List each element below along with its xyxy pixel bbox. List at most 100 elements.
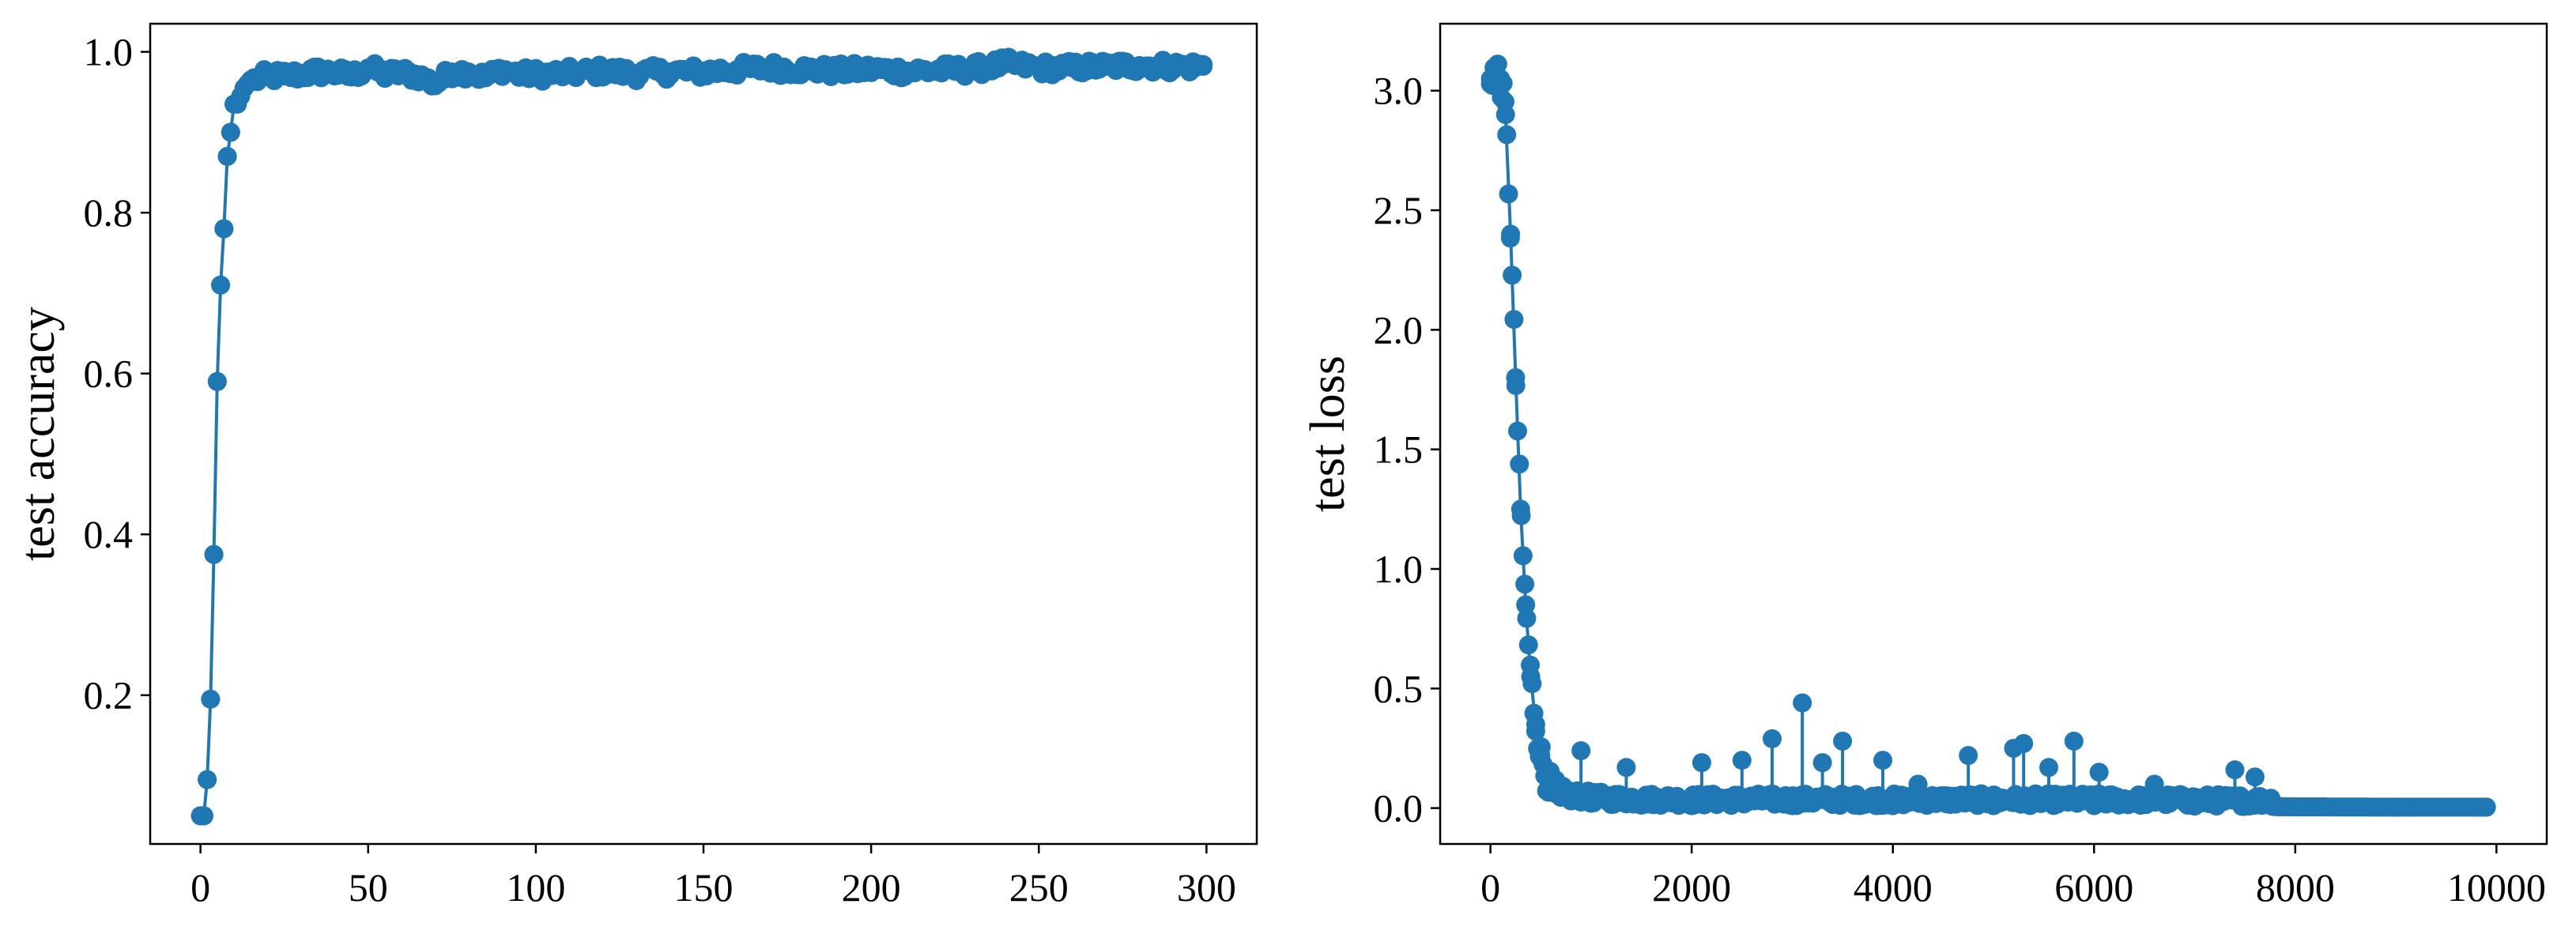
x-tick-label: 150 xyxy=(674,865,734,910)
series-marker xyxy=(794,60,814,80)
y-tick-label: 0.2 xyxy=(84,673,134,718)
plot-frame xyxy=(149,22,1258,846)
spike-point xyxy=(1732,751,1752,770)
series-marker xyxy=(1130,55,1149,75)
series-marker xyxy=(442,62,462,82)
x-tick-label: 10000 xyxy=(2447,865,2546,910)
series-marker xyxy=(928,61,948,81)
series-marker xyxy=(1531,746,1551,766)
series-marker xyxy=(593,62,613,81)
spike-point xyxy=(2144,774,2164,794)
x-tick-label: 2000 xyxy=(1652,865,1731,910)
x-tick-label: 0 xyxy=(190,865,210,910)
series-marker xyxy=(895,62,915,81)
series-marker xyxy=(1521,667,1541,687)
series-marker xyxy=(308,62,328,82)
y-tick-label: 0.5 xyxy=(1374,666,1424,710)
spike-point xyxy=(1793,693,1812,713)
y-tick-label: 1.0 xyxy=(84,30,134,74)
series-marker xyxy=(459,62,479,82)
series-marker xyxy=(1782,796,1802,816)
data-point xyxy=(1497,125,1517,145)
series-marker xyxy=(694,62,713,82)
series-marker xyxy=(194,806,213,826)
y-tick-label: 0.4 xyxy=(84,512,134,556)
series-marker xyxy=(2084,796,2104,816)
loss-panel: 0 2000 4000 6000 8000 10000 0.0 0.5 1.0 1.5 2.0 2.5… xyxy=(1301,22,2548,910)
x-tick-label: 8000 xyxy=(2256,865,2335,910)
series-marker xyxy=(207,371,227,391)
y-tick-label: 2.5 xyxy=(1374,188,1424,232)
series-marker xyxy=(221,122,240,142)
series-marker xyxy=(1631,795,1651,815)
series-marker xyxy=(727,60,747,80)
spike-point xyxy=(2039,758,2058,778)
series-marker xyxy=(560,64,579,84)
series-marker xyxy=(1526,714,1545,734)
series-marker xyxy=(2185,797,2204,816)
data-point xyxy=(1518,635,1538,655)
series-marker xyxy=(1883,796,1903,816)
series-marker xyxy=(1984,796,2003,816)
spike-point xyxy=(1763,729,1782,748)
spike-point xyxy=(2225,760,2245,780)
x-tick-label: 6000 xyxy=(2054,865,2133,910)
series-marker xyxy=(1029,58,1049,77)
spike-point xyxy=(2064,731,2084,751)
x-tick-label: 4000 xyxy=(1854,865,1933,910)
y-axis-label: test loss xyxy=(1301,356,1355,512)
series-marker xyxy=(760,58,780,77)
series-marker xyxy=(258,66,277,86)
series-marker xyxy=(1491,69,1511,89)
series-marker xyxy=(1501,224,1521,244)
series-marker xyxy=(211,275,231,295)
series-marker xyxy=(2285,797,2305,817)
series-marker xyxy=(492,60,512,80)
y-tick-label: 0.8 xyxy=(84,190,134,235)
series-marker xyxy=(526,65,545,85)
series-marker xyxy=(214,219,234,239)
series-marker xyxy=(1511,499,1530,519)
spike-point xyxy=(2014,733,2034,753)
series-marker xyxy=(1062,58,1082,77)
series-marker xyxy=(1163,56,1182,76)
spike-point xyxy=(1692,753,1711,773)
spike-point xyxy=(1873,751,1892,770)
y-tick-label: 0.0 xyxy=(1374,786,1424,831)
series-marker xyxy=(1506,367,1526,387)
series-marker xyxy=(509,65,529,85)
series-line xyxy=(1488,62,2487,809)
data-point xyxy=(1499,184,1518,204)
series-marker xyxy=(198,770,217,789)
x-tick-label: 50 xyxy=(349,865,388,910)
x-tick-label: 300 xyxy=(1177,865,1236,910)
y-tick-label: 1.0 xyxy=(1374,547,1424,591)
series-line xyxy=(200,62,1204,818)
series-marker xyxy=(1682,796,1702,816)
series-marker xyxy=(341,66,361,86)
spike-point xyxy=(2245,767,2265,787)
series-marker xyxy=(201,689,221,709)
spike-point xyxy=(1908,774,1928,794)
series-marker xyxy=(1581,793,1601,813)
series-marker xyxy=(962,60,982,80)
series-marker xyxy=(325,63,345,83)
series-marker xyxy=(476,68,496,88)
y-axis-label: test accuracy xyxy=(11,307,65,561)
series-marker xyxy=(409,66,428,86)
series-marker xyxy=(291,65,311,85)
data-point xyxy=(1510,454,1529,474)
data-point xyxy=(1503,266,1522,285)
spike-point xyxy=(1833,731,1853,751)
series-marker xyxy=(2476,797,2496,817)
x-tick-label: 250 xyxy=(1009,865,1069,910)
x-tick-label: 200 xyxy=(842,865,901,910)
y-tick-label: 2.0 xyxy=(1374,307,1424,352)
series-marker xyxy=(1516,595,1536,615)
series-marker xyxy=(1096,56,1116,76)
data-point xyxy=(1517,608,1537,628)
spike-point xyxy=(2089,763,2109,782)
series-marker xyxy=(375,65,394,85)
x-tick-label: 0 xyxy=(1480,865,1500,910)
